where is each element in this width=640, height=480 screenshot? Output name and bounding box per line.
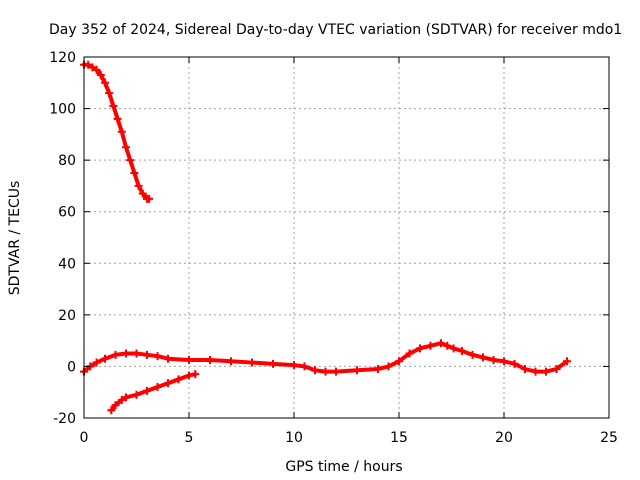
data-point (416, 344, 424, 353)
data-point (122, 349, 130, 358)
data-point (332, 367, 340, 376)
data-point (111, 350, 120, 359)
data-point (206, 355, 214, 364)
data-point (164, 354, 172, 363)
data-point (563, 357, 571, 366)
data-point (134, 181, 143, 190)
data-points (80, 60, 571, 415)
data-point (426, 341, 435, 350)
data-point (153, 352, 162, 361)
data-point (107, 406, 116, 415)
data-point (353, 366, 361, 375)
data-point (122, 143, 130, 152)
x-tick-label: 0 (80, 430, 89, 446)
data-point (132, 349, 141, 358)
data-point (374, 365, 382, 374)
series-trace-decreasing-arc (82, 62, 152, 201)
data-point (405, 349, 414, 358)
data-point (437, 339, 445, 348)
data-point (468, 350, 477, 359)
data-point (395, 357, 403, 366)
grid (84, 57, 609, 418)
data-point (227, 357, 235, 366)
data-point (153, 383, 162, 392)
x-tick-label: 25 (600, 430, 618, 446)
data-point (269, 359, 277, 368)
series-trace-rising-arc (109, 372, 198, 413)
y-tick-label: 80 (58, 153, 76, 169)
y-tick-label: 40 (58, 256, 76, 272)
x-tick-label: 15 (390, 430, 408, 446)
y-tick-label: 100 (49, 102, 76, 118)
data-point (92, 358, 101, 367)
data-point (443, 341, 452, 350)
data-point (109, 101, 118, 110)
data-point (449, 344, 458, 353)
data-point (126, 156, 135, 165)
data-point (117, 395, 126, 404)
data-point (321, 367, 330, 376)
y-tick-label: 20 (58, 308, 76, 324)
data-point (113, 114, 122, 123)
data-point (164, 379, 172, 388)
data-point (174, 375, 183, 384)
data-point (117, 127, 126, 136)
y-tick-label: 120 (49, 50, 76, 66)
y-tick-label: 0 (67, 359, 76, 375)
data-point (531, 367, 540, 376)
data-point (542, 367, 550, 376)
data-point (479, 353, 487, 362)
data-point (521, 365, 529, 374)
data-point (111, 401, 120, 410)
data-point (130, 169, 139, 178)
data-point (290, 361, 298, 370)
data-point (552, 365, 561, 374)
y-tick-label: 60 (58, 205, 76, 221)
data-point (145, 194, 154, 203)
data-point (384, 362, 393, 371)
data-point (143, 350, 151, 359)
data-point (248, 358, 256, 367)
data-point (132, 390, 141, 399)
data-point (122, 393, 130, 402)
data-point (143, 386, 151, 395)
data-point (489, 355, 498, 364)
y-tick-label: -20 (53, 411, 76, 427)
data-point (138, 189, 147, 198)
data-point (105, 89, 114, 98)
data-point (185, 355, 193, 364)
data-point (101, 78, 109, 87)
data-point (96, 71, 105, 80)
x-tick-label: 10 (285, 430, 303, 446)
data-point (101, 354, 109, 363)
y-axis-label: SDTVAR / TECUs (7, 181, 23, 296)
plot-frame (83, 56, 610, 419)
data-point (300, 362, 309, 371)
data-point (84, 60, 93, 69)
series-trace-main-trace (82, 341, 569, 374)
x-axis-label: GPS time / hours (285, 459, 402, 475)
data-point (510, 359, 519, 368)
chart-title: Day 352 of 2024, Sidereal Day-to-day VTE… (49, 22, 622, 38)
data-point (311, 366, 319, 375)
data-point (92, 65, 101, 74)
x-tick-label: 5 (185, 430, 194, 446)
x-tick-label: 20 (495, 430, 513, 446)
data-point (191, 370, 200, 379)
data-point (88, 63, 97, 72)
data-point (500, 357, 508, 366)
data-point (458, 346, 466, 355)
data-point (185, 371, 193, 380)
